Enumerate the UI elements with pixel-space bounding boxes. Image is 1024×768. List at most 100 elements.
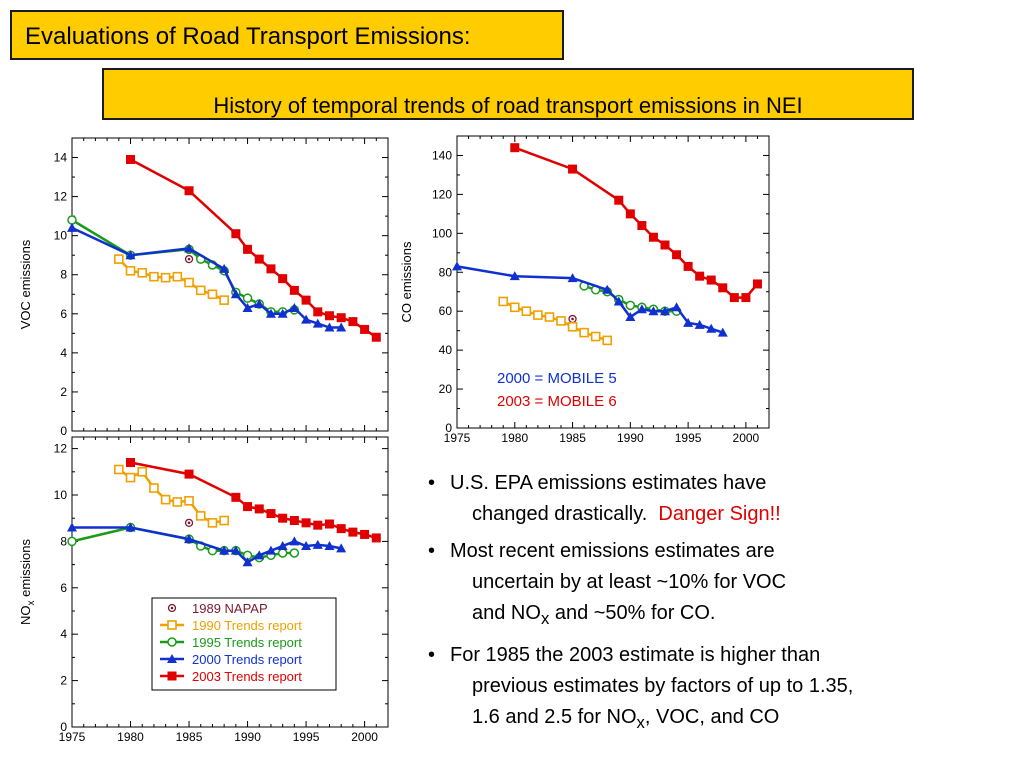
- series-line: [118, 468, 225, 525]
- data-point: [125, 522, 136, 532]
- data-point: [625, 300, 636, 311]
- series-line: [71, 218, 295, 314]
- x-tick-label: 1980: [501, 431, 528, 445]
- data-point: [126, 458, 136, 468]
- bullet-list: • U.S. EPA emissions estimates have chan…: [420, 468, 1020, 744]
- bullet-text: previous estimates by factors of up to 1…: [472, 675, 854, 697]
- legend-marker: [167, 637, 177, 647]
- data-point: [67, 215, 77, 225]
- data-point: [231, 492, 241, 502]
- data-point: [137, 466, 148, 477]
- data-point: [160, 272, 171, 283]
- chart-legend: 1989 NAPAP 1990 Trends report 1995 Trends …: [151, 597, 337, 691]
- y-tick-label: 60: [439, 304, 453, 318]
- x-tick-label: 1990: [617, 431, 644, 445]
- y-tick-label: 40: [439, 343, 453, 357]
- legend-entry-trends1995: 1995 Trends report: [160, 635, 302, 650]
- data-point: [277, 548, 288, 558]
- y-tick-label: 4: [60, 627, 67, 641]
- data-point: [254, 504, 264, 514]
- series-napap: [184, 254, 194, 264]
- data-point: [324, 311, 334, 321]
- data-point: [289, 285, 299, 295]
- data-point: [660, 306, 670, 316]
- co-annotation-mobile5: 2000 = MOBILE 5: [497, 370, 617, 387]
- y-tick-label: 0: [60, 720, 67, 734]
- data-point: [219, 515, 229, 526]
- legend-label: 2000 Trends report: [192, 652, 302, 667]
- data-point: [231, 229, 241, 239]
- bullet-text: 1.6 and 2.5 for NO: [472, 706, 637, 728]
- series-trends2000: [67, 522, 347, 567]
- data-point: [613, 296, 624, 306]
- y-tick-label: 10: [54, 229, 68, 243]
- data-point: [510, 143, 520, 153]
- legend-marker-center: [170, 606, 174, 610]
- x-tick-label: 1985: [559, 431, 586, 445]
- y-tick-label: 2: [60, 385, 67, 399]
- legend-box: [151, 597, 337, 691]
- bullet-text-line: changed drastically. Danger Sign!!: [450, 499, 1020, 530]
- legend-entry-napap: 1989 NAPAP: [167, 601, 268, 616]
- bullet-dot: •: [428, 540, 436, 562]
- y-tick-label: 80: [439, 265, 453, 279]
- data-point: [289, 302, 300, 312]
- bullet-item: • U.S. EPA emissions estimates have chan…: [420, 468, 1020, 530]
- data-point: [114, 464, 124, 475]
- data-point: [207, 518, 218, 528]
- data-point-center: [187, 521, 191, 525]
- x-tick-label: 1980: [117, 730, 144, 744]
- data-point: [184, 277, 194, 288]
- data-point: [625, 312, 636, 322]
- data-point: [348, 317, 358, 327]
- bullet-dot: •: [428, 472, 436, 494]
- bullet-text: U.S. EPA emissions estimates have: [450, 472, 767, 494]
- data-point: [706, 275, 716, 285]
- data-point: [544, 312, 555, 322]
- data-point: [184, 469, 194, 479]
- data-point: [301, 314, 312, 324]
- page-title: Evaluations of Road Transport Emissions:: [10, 10, 564, 60]
- series-napap: [184, 518, 194, 527]
- y-tick-label: 4: [60, 346, 67, 360]
- data-point: [556, 316, 566, 326]
- data-point: [672, 250, 682, 260]
- data-point: [521, 306, 532, 317]
- data-point: [533, 310, 543, 320]
- data-point: [567, 321, 578, 332]
- data-point: [126, 154, 136, 164]
- data-point: [219, 263, 230, 273]
- chart-nox: 0 2 4 6 8 10 12 1975 1980 1985 1990 1995 2000 NOx emi…: [18, 436, 389, 744]
- data-point: [219, 545, 230, 555]
- bullet-item: • Most recent emissions estimates are un…: [420, 536, 1020, 634]
- series-trends2003: [510, 143, 762, 303]
- y-tick-label: 140: [432, 148, 452, 162]
- data-point: [195, 511, 206, 521]
- legend-label: 1990 Trends report: [192, 618, 302, 633]
- y-axis-label: NOx emissions: [18, 539, 37, 625]
- data-point: [568, 164, 578, 174]
- data-point: [683, 261, 693, 271]
- y-tick-label: 12: [54, 442, 68, 456]
- y-axis-label-part: emissions: [18, 539, 33, 601]
- bullet-text-line: 1.6 and 2.5 for NOx, VOC, and CO: [450, 702, 1020, 738]
- data-point: [278, 513, 288, 523]
- data-point: [695, 271, 705, 281]
- bullet-text: Most recent emissions estimates are: [450, 540, 775, 562]
- data-point-center: [187, 257, 191, 261]
- x-tick-label: 1985: [176, 730, 203, 744]
- subscript: x: [540, 609, 550, 628]
- bullet-dot: •: [428, 644, 436, 666]
- legend-marker: [167, 671, 177, 681]
- data-point: [671, 302, 682, 312]
- data-point: [636, 304, 647, 314]
- data-point: [637, 221, 647, 231]
- data-point: [336, 313, 346, 323]
- y-tick-label: 100: [432, 226, 452, 240]
- data-point: [336, 543, 347, 553]
- data-point: [277, 541, 288, 551]
- series-trends1990: [114, 254, 229, 305]
- data-point: [172, 497, 183, 507]
- x-tick-label: 1995: [675, 431, 702, 445]
